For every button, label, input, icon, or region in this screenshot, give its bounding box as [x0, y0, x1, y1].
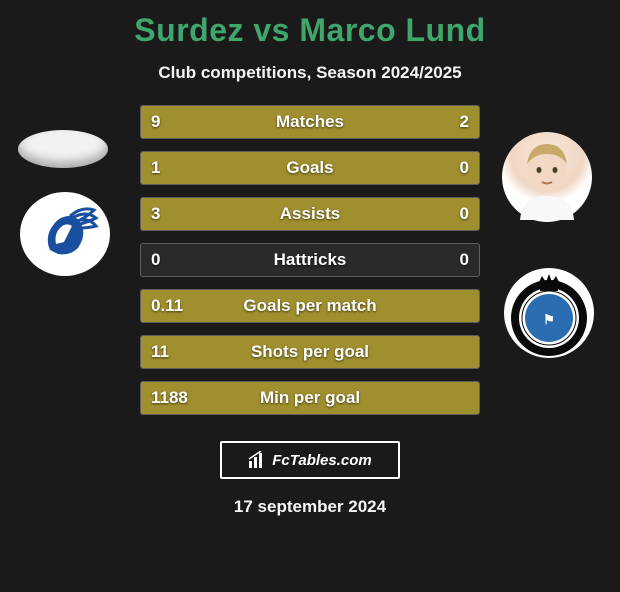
stat-value-left: 0 — [151, 250, 160, 270]
source-logo-text: FcTables.com — [272, 452, 371, 469]
player-right-face-icon — [502, 132, 592, 222]
stat-value-left: 9 — [151, 112, 160, 132]
stat-value-left: 1188 — [151, 388, 188, 408]
stat-row: 0 Hattricks 0 — [140, 243, 480, 277]
stat-row: 0.11 Goals per match — [140, 289, 480, 323]
stat-value-left: 0.11 — [151, 296, 183, 316]
stat-bar-right — [418, 106, 479, 138]
club-left-badge — [20, 192, 110, 276]
source-logo: FcTables.com — [220, 441, 400, 479]
club-right-badge: ⚑ — [504, 268, 594, 358]
player-right-avatar — [502, 132, 592, 222]
stat-row: 3 Assists 0 — [140, 197, 480, 231]
stat-value-left: 11 — [151, 342, 169, 362]
stat-value-right: 0 — [460, 158, 469, 178]
page-subtitle: Club competitions, Season 2024/2025 — [0, 63, 620, 83]
stat-label: Assists — [280, 204, 340, 224]
stat-label: Matches — [276, 112, 344, 132]
stat-label: Goals — [286, 158, 333, 178]
date-text: 17 september 2024 — [0, 497, 620, 517]
stat-label: Min per goal — [260, 388, 360, 408]
stat-row: 11 Shots per goal — [140, 335, 480, 369]
stat-row: 1188 Min per goal — [140, 381, 480, 415]
stat-row: 1 Goals 0 — [140, 151, 480, 185]
stat-value-right: 2 — [460, 112, 469, 132]
stat-label: Shots per goal — [251, 342, 369, 362]
bar-chart-icon — [248, 451, 268, 469]
stat-label: Hattricks — [274, 250, 347, 270]
page-title: Surdez vs Marco Lund — [0, 12, 620, 49]
svg-text:⚑: ⚑ — [543, 312, 555, 327]
stat-value-left: 3 — [151, 204, 160, 224]
player-left-avatar — [18, 130, 108, 168]
stat-label: Goals per match — [243, 296, 376, 316]
club-right-icon: ⚑ — [506, 270, 592, 356]
stat-value-right: 0 — [460, 250, 469, 270]
stat-row: 9 Matches 2 — [140, 105, 480, 139]
stat-value-left: 1 — [151, 158, 160, 178]
stat-value-right: 0 — [460, 204, 469, 224]
club-left-icon — [30, 198, 100, 270]
